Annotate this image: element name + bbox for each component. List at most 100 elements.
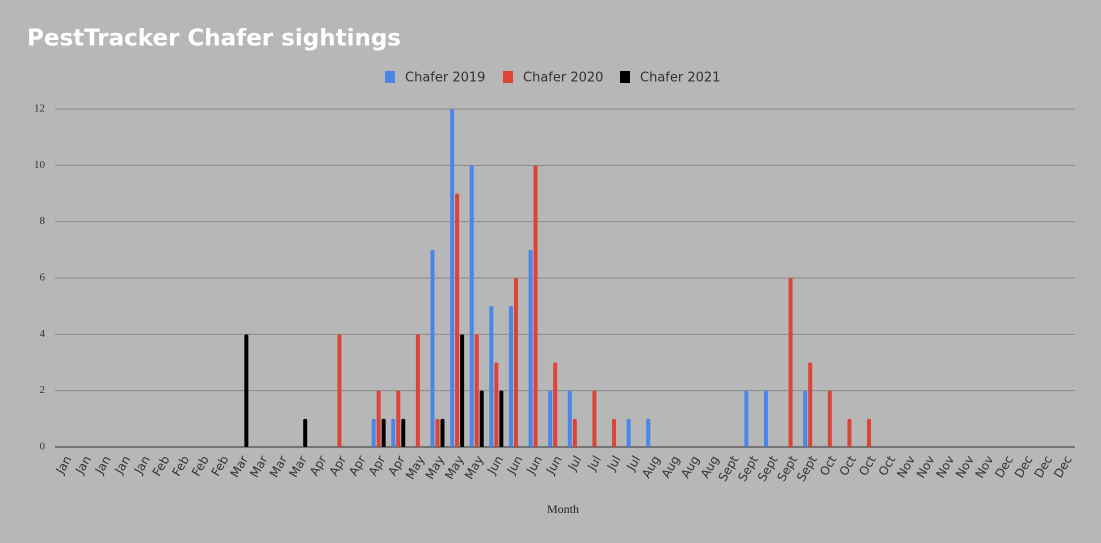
bar	[381, 418, 386, 447]
legend-swatch	[620, 71, 630, 83]
x-tick-label: Jul	[604, 453, 624, 473]
bar	[430, 249, 435, 447]
x-tick-label: Aug	[659, 453, 683, 480]
x-tick-label: Jul	[584, 453, 604, 473]
x-tick-label: May	[423, 453, 448, 481]
bar	[744, 390, 749, 447]
legend-swatch	[503, 71, 513, 83]
bar	[788, 278, 793, 447]
x-tick-label: May	[462, 453, 487, 481]
bar	[508, 306, 513, 447]
bar	[867, 418, 872, 447]
bar	[513, 278, 518, 447]
x-tick-label: Aug	[639, 453, 663, 480]
x-tick-label: Jun	[523, 453, 545, 477]
bar	[499, 390, 504, 447]
bar	[494, 362, 499, 447]
bar	[646, 418, 651, 447]
x-tick-label: Nov	[914, 453, 938, 480]
bar	[440, 418, 445, 447]
bar	[548, 390, 553, 447]
x-tick-label: Apr	[346, 453, 369, 478]
x-tick-label: Feb	[189, 453, 212, 478]
bar	[528, 249, 533, 447]
bar	[303, 418, 308, 447]
x-tick-label: Mar	[267, 453, 290, 480]
bar	[763, 390, 768, 447]
bar	[391, 418, 396, 447]
bar	[415, 334, 420, 447]
bar	[435, 418, 440, 447]
x-tick-label: Dec	[1051, 453, 1075, 480]
x-tick-label: Sept	[794, 453, 820, 484]
bar	[450, 109, 455, 447]
bar	[553, 362, 558, 447]
x-tick-label: Feb	[209, 453, 232, 478]
legend-label: Chafer 2020	[523, 71, 603, 86]
bar	[337, 334, 342, 447]
bar	[455, 193, 460, 447]
bar	[592, 390, 597, 447]
y-tick-label: 12	[34, 103, 45, 115]
x-tick-label: Jan	[53, 453, 75, 477]
bar	[460, 334, 465, 447]
x-tick-label: Nov	[933, 453, 957, 480]
bar	[572, 418, 577, 447]
y-tick-label: 2	[40, 384, 46, 396]
bar	[396, 390, 401, 447]
x-tick-label: Mar	[247, 453, 270, 480]
bar	[469, 165, 474, 448]
x-tick-label: Oct	[856, 453, 879, 478]
x-tick-label: Dec	[1012, 453, 1036, 480]
x-tick-label: May	[442, 453, 467, 481]
bar	[626, 418, 631, 447]
y-tick-label: 8	[40, 215, 46, 227]
x-tick-label: Jul	[565, 453, 585, 473]
bar	[474, 334, 479, 447]
bar	[376, 390, 381, 447]
bar	[371, 418, 376, 447]
x-axis-title: Month	[547, 502, 579, 516]
bar	[401, 418, 406, 447]
x-tick-label: Jul	[623, 453, 643, 473]
bar	[489, 306, 494, 447]
x-tick-label: Jun	[484, 453, 506, 477]
x-tick-label: Jan	[111, 453, 133, 477]
y-tick-label: 0	[40, 441, 46, 453]
x-tick-label: Feb	[150, 453, 173, 478]
bar	[567, 390, 572, 447]
chart-title: PestTracker Chafer sightings	[27, 26, 401, 52]
legend-label: Chafer 2019	[405, 71, 485, 86]
x-tick-label: Nov	[973, 453, 997, 480]
bar	[244, 334, 249, 447]
x-tick-label: Mar	[228, 453, 251, 480]
x-tick-label: Mar	[286, 453, 309, 480]
bar	[533, 165, 538, 448]
bar	[479, 390, 484, 447]
x-tick-label: Jan	[72, 453, 94, 477]
x-tick-label: Apr	[327, 453, 350, 478]
x-tick-label: May	[403, 453, 428, 481]
x-tick-label: Jun	[504, 453, 526, 477]
x-tick-label: Nov	[953, 453, 977, 480]
y-tick-label: 10	[34, 159, 46, 171]
x-tick-label: Feb	[169, 453, 192, 478]
legend-swatch	[385, 71, 395, 83]
x-tick-label: Apr	[366, 453, 389, 478]
bar	[827, 390, 832, 447]
y-tick-label: 6	[40, 272, 46, 284]
bar	[847, 418, 852, 447]
x-tick-label: Jan	[92, 453, 114, 477]
x-tick-label: Oct	[837, 453, 860, 478]
bar	[612, 418, 617, 447]
x-tick-label: Dec	[1031, 453, 1055, 480]
x-tick-label: Nov	[894, 453, 918, 480]
bar	[808, 362, 813, 447]
y-tick-label: 4	[40, 328, 46, 340]
x-tick-label: Jun	[543, 453, 565, 477]
x-tick-label: Aug	[678, 453, 702, 480]
x-tick-label: Oct	[817, 453, 840, 478]
x-tick-label: Jan	[131, 453, 153, 477]
x-tick-label: Apr	[307, 453, 330, 478]
